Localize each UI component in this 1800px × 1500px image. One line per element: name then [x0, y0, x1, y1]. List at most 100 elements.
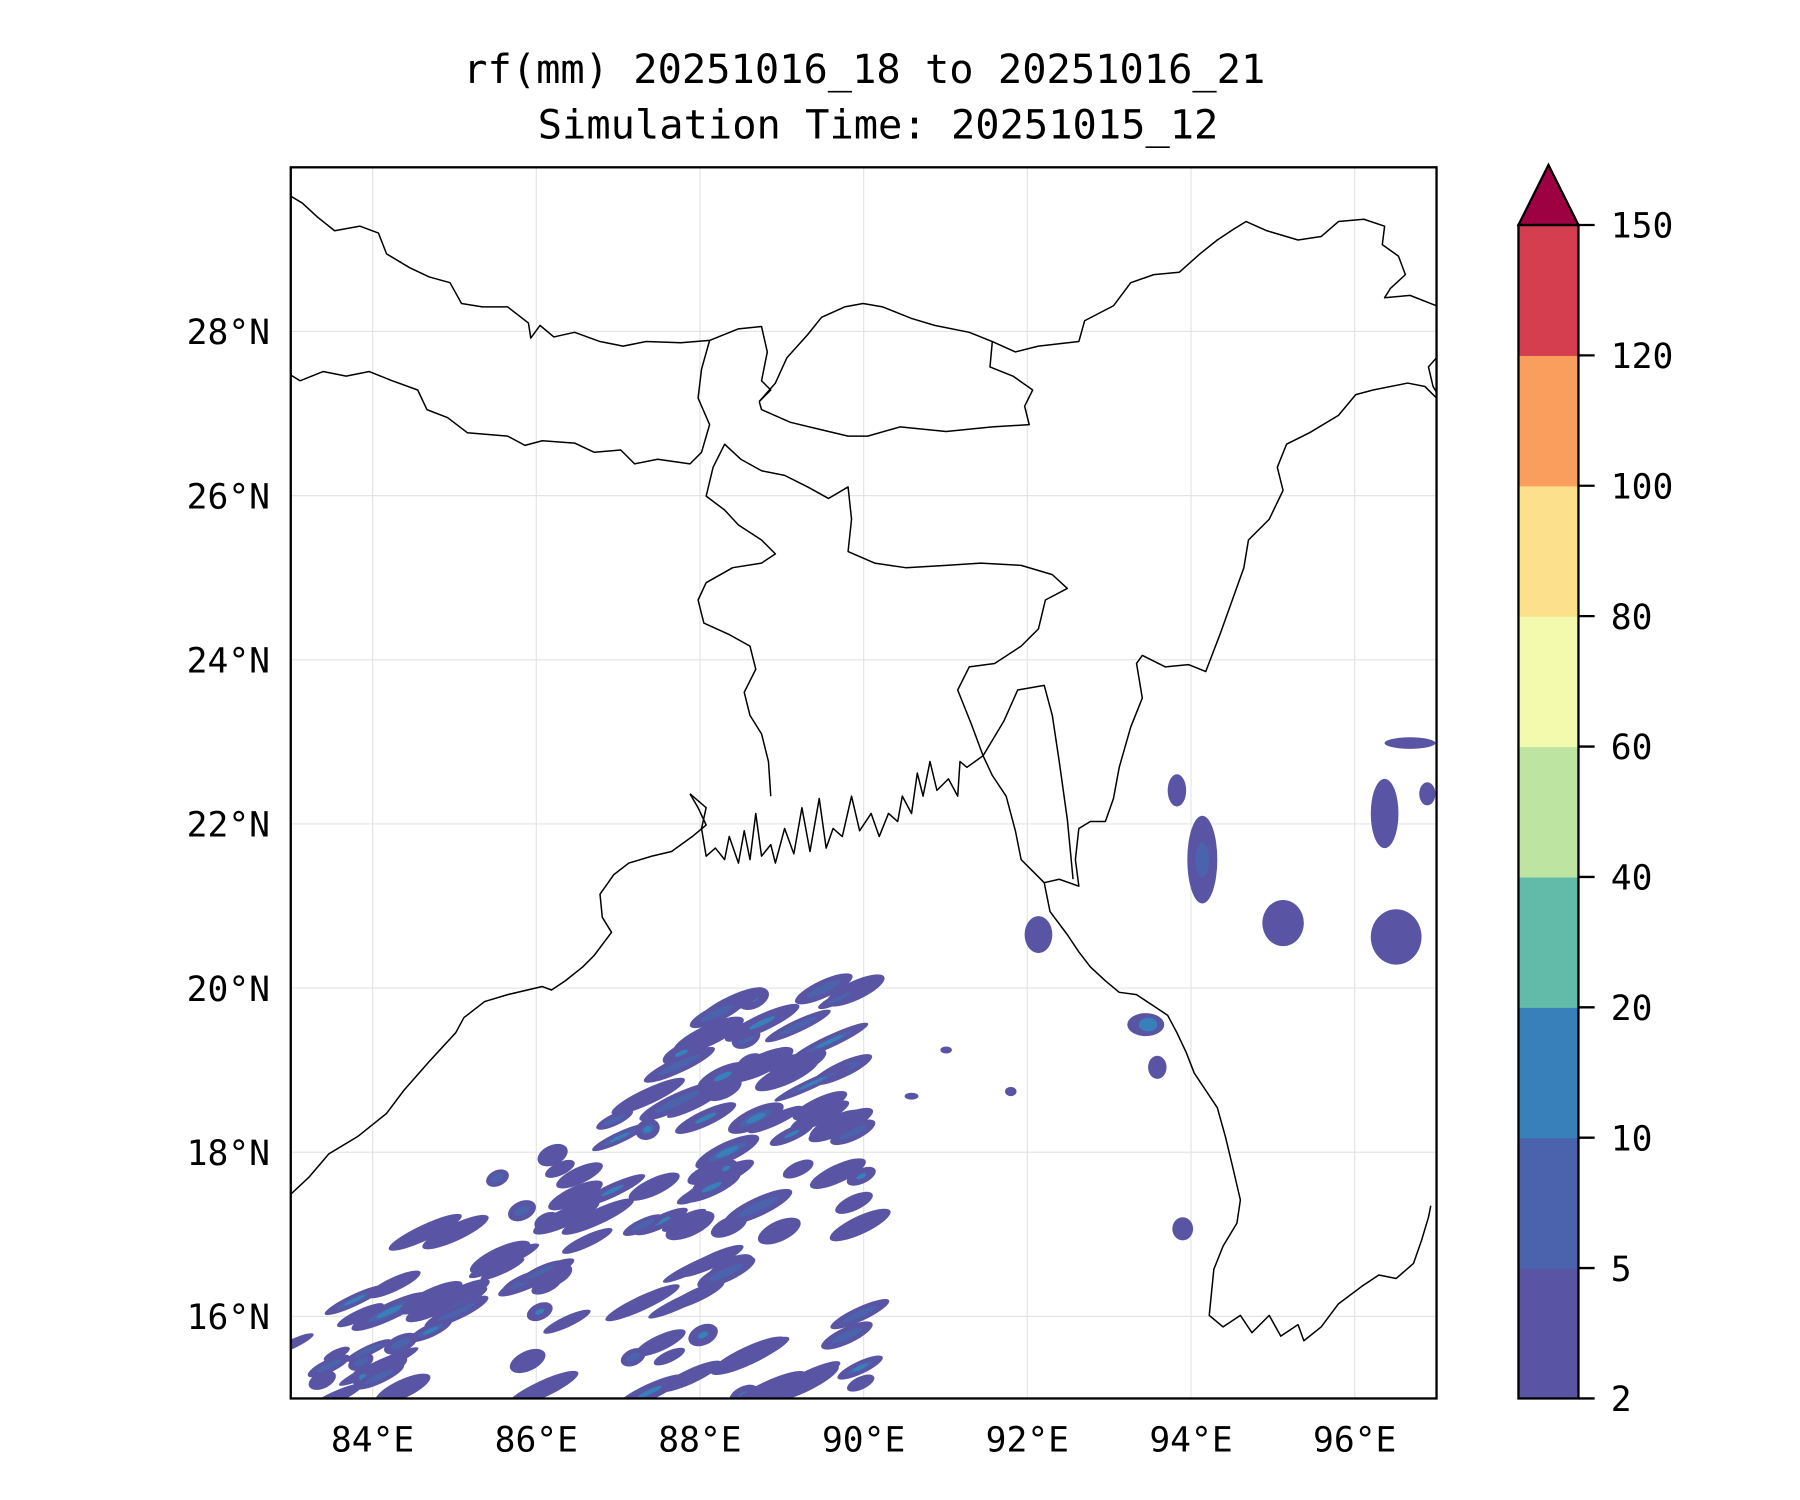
rain-contour — [749, 1016, 776, 1030]
rain-contour — [648, 1283, 722, 1319]
rain-contour — [603, 1114, 626, 1126]
colorbar-tick-label: 60 — [1611, 728, 1653, 768]
x-axis-ticks: 84°E 86°E 88°E 90°E 92°E 94°E 96°E — [331, 1421, 1396, 1461]
map-frame — [289, 166, 1438, 1400]
rain-contour — [809, 1158, 866, 1189]
rainfall-contours — [290, 737, 1436, 1399]
rain-contour — [727, 1046, 794, 1083]
rain-contour — [316, 1359, 342, 1373]
rain-contour — [904, 1092, 919, 1100]
colorbar-tick-label: 120 — [1611, 337, 1674, 377]
rain-contour — [687, 1163, 723, 1185]
rain-contour — [376, 1304, 404, 1319]
rain-contour — [662, 1247, 735, 1283]
india-east-coastline — [290, 793, 707, 1195]
rain-contour — [1262, 900, 1304, 947]
colorbar-segment — [1518, 485, 1579, 617]
rain-contour — [808, 1107, 874, 1143]
rain-contour — [757, 1217, 801, 1245]
colorbar-segment — [1518, 616, 1579, 748]
rain-contour — [674, 1049, 689, 1058]
rain-contour — [852, 1363, 869, 1372]
rain-contour — [469, 1240, 531, 1274]
rain-contour — [769, 1054, 804, 1076]
rain-contour — [1167, 774, 1187, 807]
rain-contour — [799, 1076, 827, 1090]
rain-contour — [701, 1182, 722, 1193]
y-tick-label: 18°N — [187, 1134, 270, 1174]
rain-contour — [543, 1309, 591, 1334]
rain-contour — [714, 1336, 790, 1375]
rain-contour — [509, 1348, 546, 1374]
bangladesh-border — [697, 443, 1074, 880]
rain-contour — [782, 1159, 814, 1179]
colorbar-segment — [1518, 1268, 1579, 1400]
rain-contour — [1024, 916, 1053, 954]
rain-contour — [1370, 909, 1422, 965]
rain-contour — [829, 1208, 891, 1242]
rain-contour — [611, 1077, 685, 1115]
colorbar-tick-label: 5 — [1611, 1250, 1632, 1290]
x-tick-label: 94°E — [1149, 1421, 1232, 1461]
rain-contour — [806, 980, 841, 998]
y-tick-label: 20°N — [187, 970, 270, 1010]
rain-contour — [548, 1180, 603, 1211]
rain-contour — [609, 1132, 629, 1143]
colorbar-tick-label: 10 — [1611, 1119, 1653, 1159]
rain-contour — [531, 1275, 562, 1295]
rain-contour — [842, 1305, 878, 1323]
rain-contour — [839, 1125, 867, 1140]
nepal-border — [290, 195, 711, 465]
rain-contour — [1370, 778, 1399, 849]
colorbar: 2 5 10 20 40 60 80 100 120 150 — [1516, 162, 1674, 1420]
rain-contour — [856, 1173, 867, 1180]
rain-contour — [755, 1056, 820, 1092]
rain-contour — [1148, 1055, 1167, 1079]
rain-contour — [784, 1130, 800, 1139]
rain-contour — [835, 1191, 873, 1214]
rain-contour — [1005, 1086, 1017, 1097]
andaman-tip-coastline — [1427, 357, 1437, 393]
rain-contour — [665, 1211, 715, 1241]
rain-contour — [601, 1184, 624, 1197]
rain-contour — [694, 1112, 717, 1124]
rain-contour — [353, 1357, 369, 1367]
rain-contour — [737, 1196, 779, 1218]
rain-contour — [390, 1337, 411, 1350]
colorbar-tick-label: 20 — [1611, 989, 1653, 1029]
rain-contour — [323, 1346, 350, 1362]
colorbar-tick-label: 150 — [1611, 207, 1674, 247]
y-tick-label: 28°N — [187, 313, 270, 353]
colorbar-tick-label: 2 — [1611, 1380, 1632, 1420]
rain-contour — [1138, 1017, 1158, 1032]
y-tick-label: 24°N — [187, 641, 270, 681]
rain-contour — [628, 1172, 680, 1201]
rain-contour — [535, 1308, 545, 1315]
rain-contour — [367, 1270, 421, 1299]
sundarbans-coastline — [689, 755, 984, 864]
y-tick-label: 26°N — [187, 477, 270, 517]
rain-contour — [556, 1162, 603, 1189]
rain-contour — [654, 1090, 701, 1113]
rain-contour — [1384, 737, 1436, 749]
rain-contour — [545, 1159, 575, 1178]
rain-contour — [722, 1165, 731, 1172]
rain-contour — [746, 1112, 766, 1124]
x-tick-label: 90°E — [822, 1421, 905, 1461]
colorbar-tick-label: 100 — [1611, 467, 1674, 507]
rain-contour — [630, 1219, 655, 1232]
gridlines — [290, 167, 1437, 1399]
rain-contour — [826, 992, 852, 1005]
sikkim-border — [709, 325, 772, 403]
rain-contour — [831, 1327, 863, 1344]
rain-contour — [388, 1213, 462, 1251]
rain-contour — [527, 1265, 554, 1279]
rain-contour — [375, 1373, 431, 1399]
chart-subtitle: Simulation Time: 20251015_12 — [538, 101, 1219, 148]
rain-contour — [513, 1205, 531, 1217]
rain-contour — [336, 1303, 384, 1328]
rain-contour — [537, 1143, 568, 1167]
rain-contour — [705, 1077, 742, 1102]
rain-contour — [940, 1046, 952, 1054]
rain-contour — [423, 1326, 439, 1335]
